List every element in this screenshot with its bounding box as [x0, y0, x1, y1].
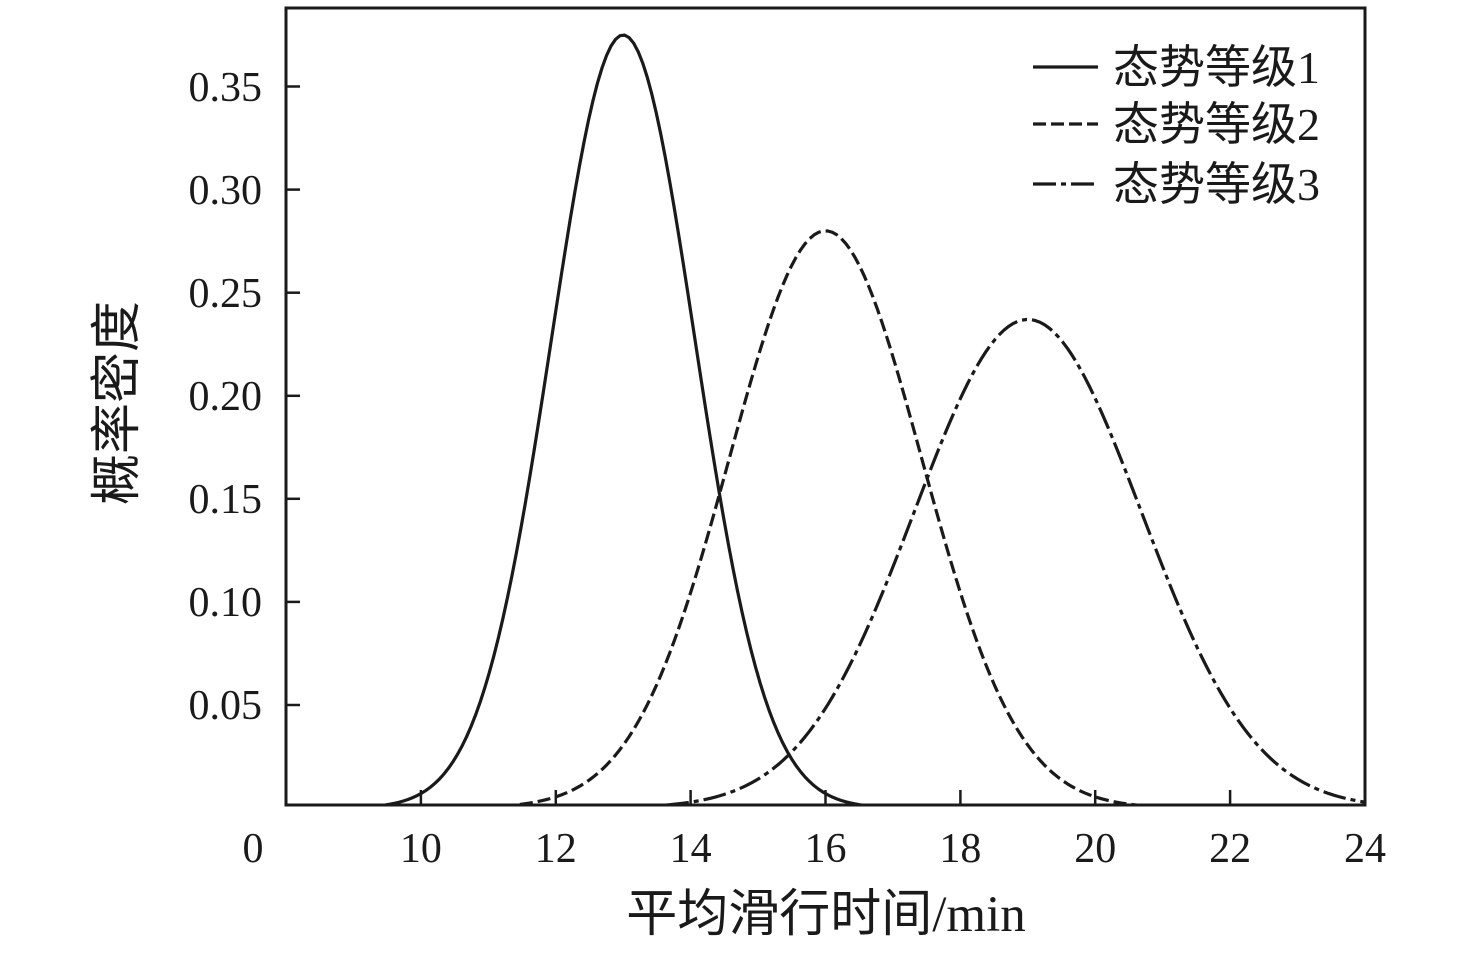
svg-text:22: 22	[1209, 826, 1251, 872]
svg-text:0.15: 0.15	[189, 477, 263, 523]
svg-text:18: 18	[939, 826, 981, 872]
svg-text:0: 0	[243, 826, 264, 872]
svg-text:12: 12	[535, 826, 577, 872]
svg-text:0.05: 0.05	[189, 683, 263, 729]
svg-text:态势等级1: 态势等级1	[1113, 42, 1320, 93]
svg-text:0.20: 0.20	[189, 374, 263, 420]
svg-text:16: 16	[805, 826, 847, 872]
svg-text:态势等级2: 态势等级2	[1113, 99, 1320, 150]
svg-text:10: 10	[400, 826, 442, 872]
svg-text:14: 14	[670, 826, 712, 872]
svg-text:0.35: 0.35	[189, 65, 263, 111]
svg-text:0.10: 0.10	[189, 580, 263, 626]
svg-text:0.30: 0.30	[189, 168, 263, 214]
svg-text:平均滑行时间/min: 平均滑行时间/min	[626, 887, 1026, 943]
svg-text:24: 24	[1344, 826, 1386, 872]
svg-text:态势等级3: 态势等级3	[1113, 159, 1320, 210]
svg-text:概率密度: 概率密度	[90, 301, 146, 505]
svg-text:20: 20	[1074, 826, 1116, 872]
svg-text:0.25: 0.25	[189, 271, 263, 317]
